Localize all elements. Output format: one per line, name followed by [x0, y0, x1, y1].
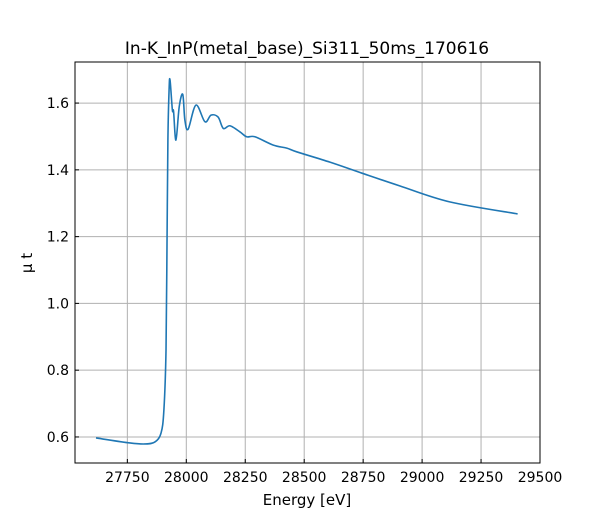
chart-title: In-K_InP(metal_base)_Si311_50ms_170616	[125, 39, 489, 59]
x-axis-label: Energy [eV]	[263, 491, 351, 509]
x-tick-label: 29500	[518, 470, 563, 486]
x-tick-label: 27750	[105, 470, 150, 486]
y-tick-label: 1.0	[47, 296, 69, 312]
x-tick-label: 28250	[223, 470, 268, 486]
x-tick-label: 28000	[164, 470, 209, 486]
x-tick-label: 28750	[341, 470, 386, 486]
y-tick-label: 0.6	[47, 430, 69, 446]
x-tick-label: 28500	[282, 470, 327, 486]
y-axis-label: μ t	[18, 253, 36, 273]
y-tick-label: 1.4	[47, 163, 69, 179]
x-tick-label: 29250	[459, 470, 504, 486]
x-tick-label: 29000	[400, 470, 445, 486]
y-tick-label: 1.6	[47, 96, 69, 112]
y-tick-label: 0.8	[47, 363, 69, 379]
y-tick-label: 1.2	[47, 230, 69, 246]
plot-frame	[74, 61, 541, 464]
series-line	[95, 77, 518, 445]
